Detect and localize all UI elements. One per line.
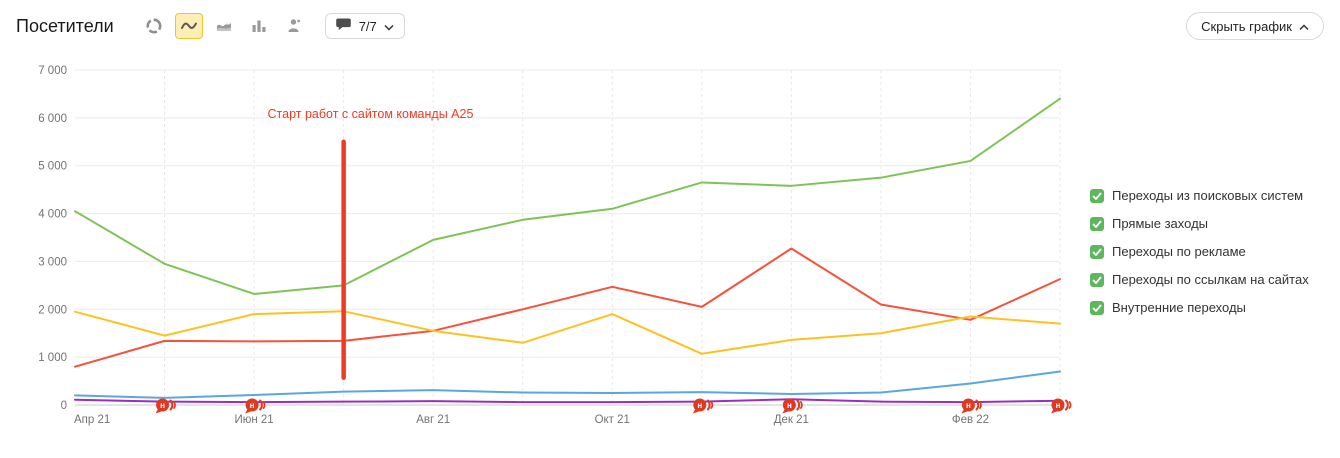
y-tick-label: 6 000 [38, 113, 67, 125]
y-tick-label: 4 000 [38, 209, 67, 221]
x-tick-label: Дек 21 [774, 414, 809, 426]
y-tick-label: 1 000 [38, 352, 67, 364]
chart-type-switcher [140, 13, 315, 39]
column-chart-type-button[interactable] [245, 13, 273, 39]
hide-chart-label: Скрыть график [1201, 18, 1292, 34]
svg-text:н: н [966, 401, 971, 410]
svg-text:н: н [787, 401, 792, 410]
chevron-up-icon [1299, 19, 1309, 34]
chevron-down-icon [384, 19, 394, 34]
comments-count: 7/7 [358, 18, 377, 34]
legend-label: Переходы из поисковых систем [1112, 188, 1304, 203]
series-line-2 [74, 310, 1061, 355]
comment-marker[interactable]: н [782, 398, 803, 414]
legend-item[interactable]: Переходы по ссылкам на сайтах [1090, 272, 1338, 287]
y-tick-label: 2 000 [38, 304, 67, 316]
chart-legend: Переходы из поисковых систем Прямые захо… [1090, 188, 1338, 328]
legend-label: Переходы по ссылкам на сайтах [1112, 272, 1309, 287]
comments-dropdown[interactable]: 7/7 [324, 13, 405, 39]
svg-text:н: н [697, 401, 702, 410]
legend-item[interactable]: Внутренние переходы [1090, 300, 1338, 315]
comment-marker[interactable]: н [961, 398, 982, 414]
line-chart-type-button[interactable] [174, 13, 203, 39]
legend-checkbox[interactable] [1090, 216, 1104, 231]
x-tick-label: Фев 22 [952, 414, 989, 426]
legend-checkbox[interactable] [1090, 244, 1104, 259]
comment-marker[interactable]: н [155, 398, 176, 414]
person-pin-icon [285, 17, 303, 35]
legend-label: Переходы по рекламе [1112, 244, 1246, 259]
y-tick-label: 5 000 [38, 161, 67, 173]
page-title: Посетители [16, 15, 114, 36]
series-line-3 [74, 370, 1061, 399]
x-tick-label: Июн 21 [234, 414, 273, 426]
legend-label: Прямые заходы [1112, 216, 1209, 231]
y-tick-label: 3 000 [38, 256, 67, 268]
series-line-4 [74, 398, 1061, 404]
x-tick-label: Авг 21 [416, 414, 450, 426]
series-line-1 [74, 247, 1061, 368]
area-chart-icon [215, 17, 233, 35]
comment-marker[interactable]: н [692, 398, 714, 414]
hide-chart-button[interactable]: Скрыть график [1186, 12, 1324, 40]
y-tick-label: 0 [61, 400, 67, 412]
svg-text:н: н [160, 401, 165, 410]
svg-text:н: н [1056, 401, 1061, 410]
x-tick-label: Апр 21 [74, 414, 110, 426]
comment-marker[interactable]: н [245, 398, 266, 414]
legend-checkbox[interactable] [1090, 272, 1104, 287]
legend-checkbox[interactable] [1090, 188, 1104, 203]
chart-toolbar: Посетители [16, 10, 1324, 42]
pie-chart-type-button[interactable] [140, 13, 168, 39]
annotation-label: Старт работ с сайтом команды А25 [268, 107, 474, 121]
comment-marker[interactable]: н [1051, 398, 1072, 414]
line-chart[interactable]: 0 1 000 2 000 3 000 4 000 5 000 6 000 7 000 Апр … [14, 56, 1089, 446]
legend-label: Внутренние переходы [1112, 300, 1246, 315]
x-tick-label: Окт 21 [595, 414, 630, 426]
area-chart-type-button[interactable] [210, 13, 238, 39]
legend-item[interactable]: Переходы по рекламе [1090, 244, 1338, 259]
legend-checkbox[interactable] [1090, 300, 1104, 315]
y-tick-label: 7 000 [38, 65, 67, 77]
column-chart-icon [250, 17, 268, 35]
chart-svg[interactable]: 0 1 000 2 000 3 000 4 000 5 000 6 000 7 000 Апр … [14, 56, 1089, 446]
map-chart-type-button[interactable] [280, 13, 308, 39]
legend-item[interactable]: Прямые заходы [1090, 216, 1338, 231]
pie-chart-icon [145, 17, 163, 35]
comment-bubble-icon [335, 17, 352, 35]
series-line-0 [74, 97, 1061, 295]
legend-item[interactable]: Переходы из поисковых систем [1090, 188, 1338, 203]
svg-text:н: н [250, 401, 255, 410]
line-chart-icon [180, 17, 198, 35]
